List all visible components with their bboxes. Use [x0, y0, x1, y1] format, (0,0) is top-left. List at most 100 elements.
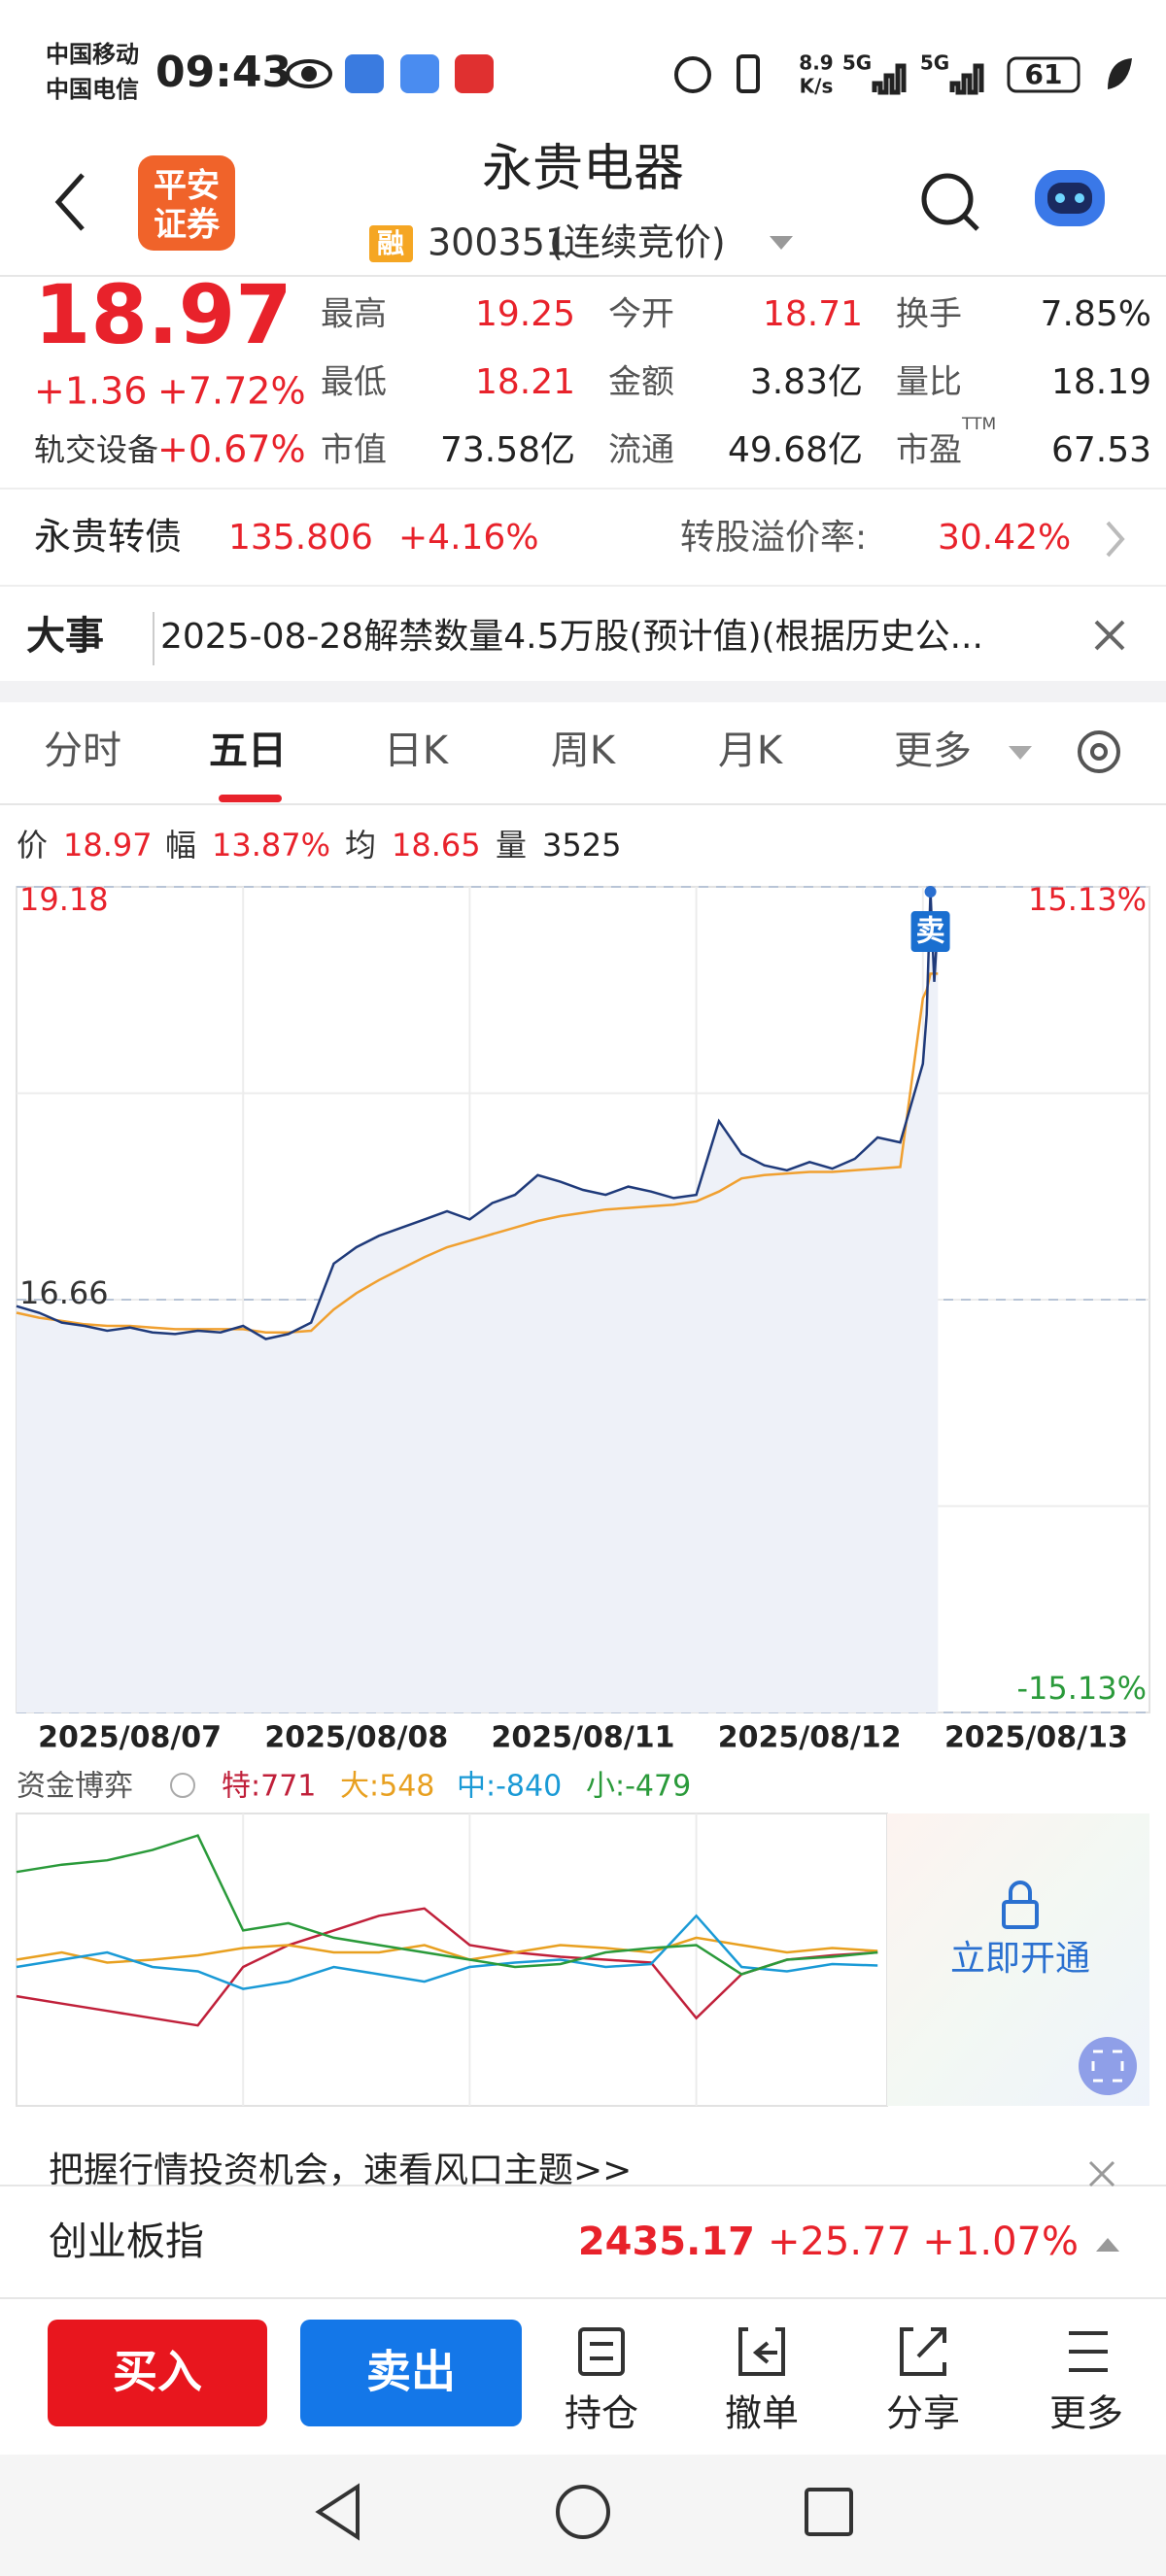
back-button[interactable]: [54, 173, 85, 231]
x-tick-label: 2025/08/08: [264, 1721, 448, 1755]
legend-item: 大:548: [340, 1770, 434, 1804]
flow-line: [16, 1936, 878, 1964]
change: +1.36: [34, 370, 147, 413]
legend-item: 小:-479: [586, 1770, 691, 1804]
chevron[interactable]: [1106, 521, 1125, 558]
sell-marker-text: 卖: [916, 915, 945, 949]
trade-status: (连续竞价): [549, 221, 726, 264]
settings-button[interactable]: [1078, 730, 1120, 773]
price: 18.97: [34, 267, 292, 362]
info-label: 幅: [165, 827, 196, 864]
stat-value: 67.53: [1051, 430, 1151, 470]
info-value: 13.87%: [212, 827, 330, 864]
stat-label: 今开: [608, 295, 674, 334]
sell-label[interactable]: 卖出: [366, 2346, 456, 2398]
tool-label[interactable]: 撤单: [725, 2392, 799, 2435]
dropdown-arrow[interactable]: [770, 236, 793, 250]
price-area: [17, 892, 939, 1712]
stat-label: 市值: [321, 431, 387, 470]
flow-title: 资金博弈: [17, 1770, 133, 1804]
index-name: 创业板指: [49, 2220, 204, 2264]
banner-text[interactable]: 把握行情投资机会，速看风口主题>>: [49, 2151, 632, 2190]
flow-line: [16, 1914, 878, 1990]
stat-label: 流通: [608, 431, 674, 470]
sector-pct: +0.67%: [157, 428, 306, 471]
tool-label[interactable]: 更多: [1049, 2392, 1123, 2435]
banner-mask: [0, 2186, 1166, 2200]
expand-button[interactable]: [1079, 2037, 1137, 2095]
info-value: 18.65: [392, 827, 481, 864]
change-pct: +7.72%: [157, 370, 306, 413]
info-icon[interactable]: [170, 1773, 195, 1798]
y-tick-label: 16.66: [19, 1274, 109, 1311]
flow-line: [16, 1834, 878, 1976]
tab[interactable]: 更多: [894, 729, 972, 773]
search-button[interactable]: [921, 173, 979, 231]
tab-underline: [219, 795, 282, 802]
sell-button[interactable]: [300, 2320, 522, 2426]
stat-value: 7.85%: [1041, 294, 1151, 334]
stat-label: 最高: [321, 295, 387, 334]
price-line: [16, 972, 939, 1334]
close-button[interactable]: [1088, 2160, 1115, 2187]
nav-buttons[interactable]: [315, 2483, 853, 2541]
stat-value: 49.68亿: [728, 430, 863, 470]
tool-label[interactable]: 持仓: [565, 2392, 638, 2435]
lock-icon: [1002, 1881, 1039, 1929]
x-tick-label: 2025/08/11: [492, 1721, 675, 1755]
premium-label: 转股溢价率:: [680, 518, 867, 558]
x-tick-label: 2025/08/13: [944, 1721, 1128, 1755]
logo-text: 平安: [154, 167, 220, 206]
dropdown-arrow[interactable]: [1009, 746, 1032, 760]
sell-marker[interactable]: [910, 911, 950, 953]
tab[interactable]: 周K: [551, 729, 617, 773]
net-type: 5G: [920, 51, 949, 75]
stat-label: 市盈: [896, 431, 962, 470]
stat-value: 3.83亿: [750, 362, 863, 402]
close-button[interactable]: [1094, 620, 1125, 651]
net-speed: K/s: [800, 75, 834, 98]
stat-value: 18.19: [1051, 362, 1151, 402]
stock-code: 300351: [428, 221, 568, 264]
event-text: 2025-08-28解禁数量4.5万股(预计值)(根据历史公...: [160, 617, 983, 657]
logo-text: 证券: [154, 206, 221, 245]
assistant-button[interactable]: [1035, 170, 1105, 226]
net-speed: 8.9: [799, 51, 833, 75]
battery: 61: [1025, 58, 1063, 90]
stat-value: 18.71: [763, 294, 863, 334]
tab[interactable]: 五日: [209, 729, 287, 773]
logo: [138, 155, 235, 251]
info-value: 18.97: [63, 827, 153, 864]
flow-line: [16, 1907, 878, 2027]
tab[interactable]: 日K: [384, 729, 450, 773]
tab[interactable]: 分时: [44, 729, 121, 773]
tab[interactable]: 月K: [718, 729, 784, 773]
stock-title: 永贵电器: [482, 140, 684, 198]
y-tick-label: 19.18: [19, 881, 109, 918]
carrier: 中国电信: [46, 76, 139, 103]
price-line: [16, 892, 940, 1340]
stat-label: 最低: [321, 363, 387, 402]
pct-label: 15.13%: [1028, 881, 1147, 918]
index-value: 2435.17: [578, 2220, 755, 2264]
clock: 09:43: [155, 48, 292, 97]
stat-value: 19.25: [475, 294, 575, 334]
buy-button[interactable]: [48, 2320, 267, 2426]
status-icons: [286, 54, 1132, 95]
tool-icons: [578, 2327, 1108, 2376]
stat-value: 73.58亿: [440, 430, 575, 470]
nav-bar: [0, 2455, 1166, 2576]
carrier: 中国移动: [46, 41, 139, 68]
info-label: 价: [17, 827, 48, 864]
stat-value: 18.21: [475, 362, 575, 402]
legend-item: 中:-840: [457, 1770, 562, 1804]
x-tick-label: 2025/08/07: [38, 1721, 222, 1755]
tool-label[interactable]: 分享: [886, 2392, 960, 2435]
pct-label: -15.13%: [1016, 1670, 1147, 1707]
bond-pct: +4.16%: [398, 518, 539, 558]
unlock-text[interactable]: 立即开通: [950, 1939, 1090, 1979]
bond-name: 永贵转债: [34, 516, 182, 559]
gap-band: [0, 681, 1166, 702]
buy-label[interactable]: 买入: [113, 2346, 202, 2398]
